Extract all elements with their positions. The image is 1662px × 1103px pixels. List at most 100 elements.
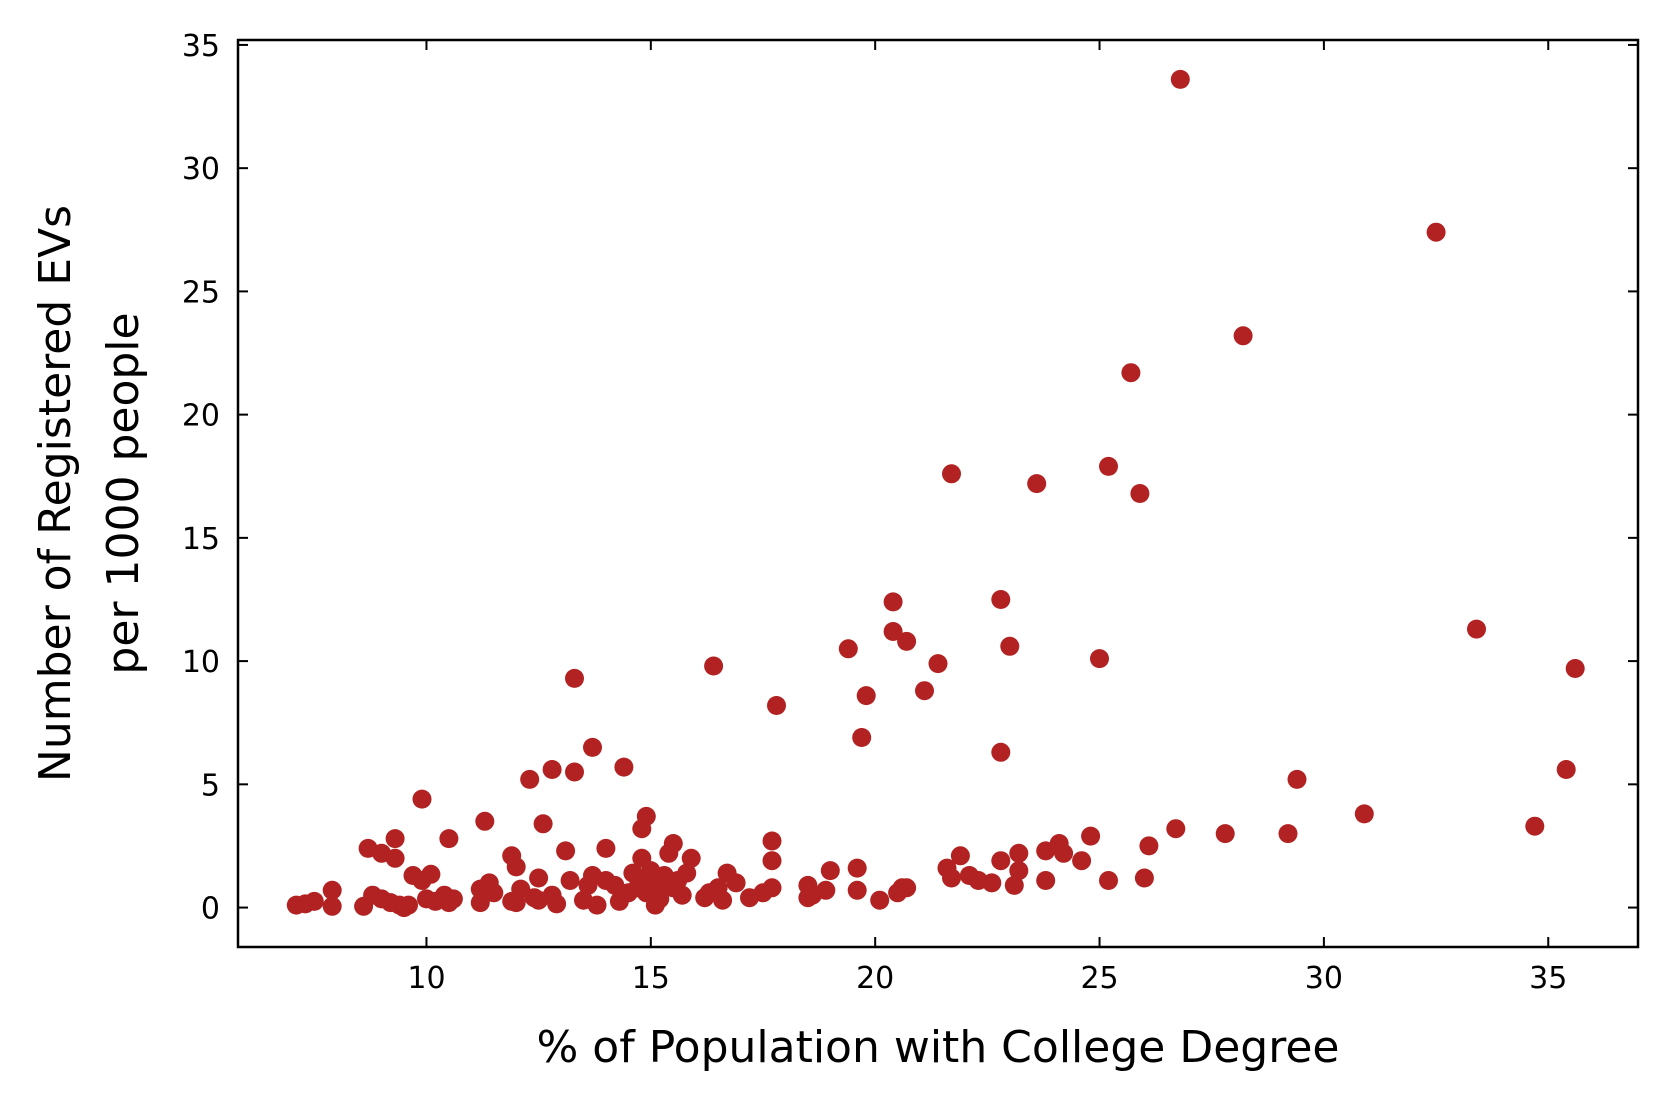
data-point [847, 858, 867, 878]
data-point [897, 631, 917, 651]
data-point [950, 846, 970, 866]
data-point [883, 622, 903, 641]
data-point [991, 851, 1011, 871]
data-point [583, 737, 602, 757]
y-tick-label: 35 [182, 29, 220, 64]
data-point [322, 896, 342, 916]
data-point [762, 878, 782, 898]
data-point [1090, 649, 1109, 669]
data-point [439, 829, 459, 849]
points-layer [286, 69, 1585, 918]
x-axis-title: % of Population with College Degree [537, 1022, 1340, 1073]
y-axis-title: Number of Registered EVs per 1000 people [30, 205, 149, 782]
data-point [1170, 69, 1190, 89]
data-point [677, 863, 697, 883]
data-point [942, 868, 961, 888]
data-point [1081, 826, 1101, 846]
data-point [614, 757, 634, 777]
data-point [713, 890, 733, 910]
data-point [529, 868, 549, 888]
data-point [1004, 875, 1024, 895]
data-point [1099, 871, 1118, 890]
x-tick-label: 15 [632, 961, 670, 996]
x-tick-label: 30 [1305, 961, 1343, 996]
data-point [982, 873, 1002, 893]
data-point [897, 878, 917, 898]
data-point [421, 864, 441, 884]
y-tick-label: 5 [201, 768, 220, 803]
data-point [1054, 843, 1074, 863]
data-point [704, 656, 724, 676]
data-point [1072, 851, 1092, 871]
data-point [565, 668, 584, 688]
ticks-layer: 10 15 20 25 30 35 0 5 10 15 20 25 30 35 [182, 29, 1638, 996]
data-point [856, 686, 876, 706]
data-point [1166, 819, 1186, 839]
data-point [1467, 619, 1486, 639]
data-point [820, 861, 840, 881]
data-point [883, 592, 903, 612]
data-point [1134, 868, 1154, 888]
data-point [767, 696, 786, 715]
data-point [1130, 484, 1150, 503]
data-point [1036, 871, 1056, 890]
data-point [1278, 824, 1298, 844]
data-point [470, 893, 490, 913]
data-point [533, 814, 553, 834]
data-point [1009, 843, 1029, 863]
y-axis-title-line-1: Number of Registered EVs [30, 205, 81, 782]
data-point [520, 769, 540, 789]
data-point [762, 831, 782, 851]
data-point [816, 880, 836, 900]
data-point [838, 639, 858, 659]
data-point [762, 851, 782, 871]
data-point [587, 895, 607, 915]
x-tick-label: 35 [1529, 961, 1567, 996]
data-point [1099, 456, 1118, 476]
data-point [399, 895, 418, 915]
data-point [565, 762, 584, 782]
data-point [596, 838, 616, 858]
y-tick-label: 20 [182, 399, 220, 434]
data-point [1009, 861, 1029, 881]
data-point [726, 873, 746, 893]
y-tick-label: 0 [201, 892, 220, 927]
data-point [852, 728, 872, 747]
data-point [928, 654, 948, 674]
data-point [942, 464, 961, 484]
data-point [1556, 760, 1576, 779]
data-point [475, 811, 495, 831]
data-point [1565, 659, 1585, 678]
y-tick-label: 25 [182, 275, 220, 310]
data-point [991, 742, 1011, 762]
x-tick-label: 20 [856, 961, 894, 996]
data-point [1139, 836, 1159, 856]
data-point [412, 789, 432, 809]
data-point [322, 880, 342, 900]
data-point [304, 891, 324, 911]
data-point [385, 829, 405, 849]
y-tick-label: 30 [182, 152, 220, 187]
data-point [1000, 636, 1020, 656]
data-point [1354, 804, 1374, 824]
data-point [1233, 326, 1253, 346]
x-tick-label: 25 [1080, 961, 1118, 996]
y-axis-title-line-2: per 1000 people [98, 312, 149, 674]
data-point [991, 590, 1011, 609]
data-point [672, 885, 692, 905]
data-point [1525, 816, 1545, 836]
data-point [1121, 363, 1141, 383]
x-tick-label: 10 [407, 961, 445, 996]
data-point [443, 889, 463, 909]
data-point [663, 834, 683, 853]
data-point [385, 848, 405, 868]
data-point [1426, 222, 1446, 242]
plot-frame [236, 38, 1640, 949]
data-point [636, 806, 656, 826]
y-tick-label: 10 [182, 645, 220, 680]
data-point [547, 894, 567, 914]
data-point [870, 890, 890, 910]
data-point [1027, 474, 1047, 494]
